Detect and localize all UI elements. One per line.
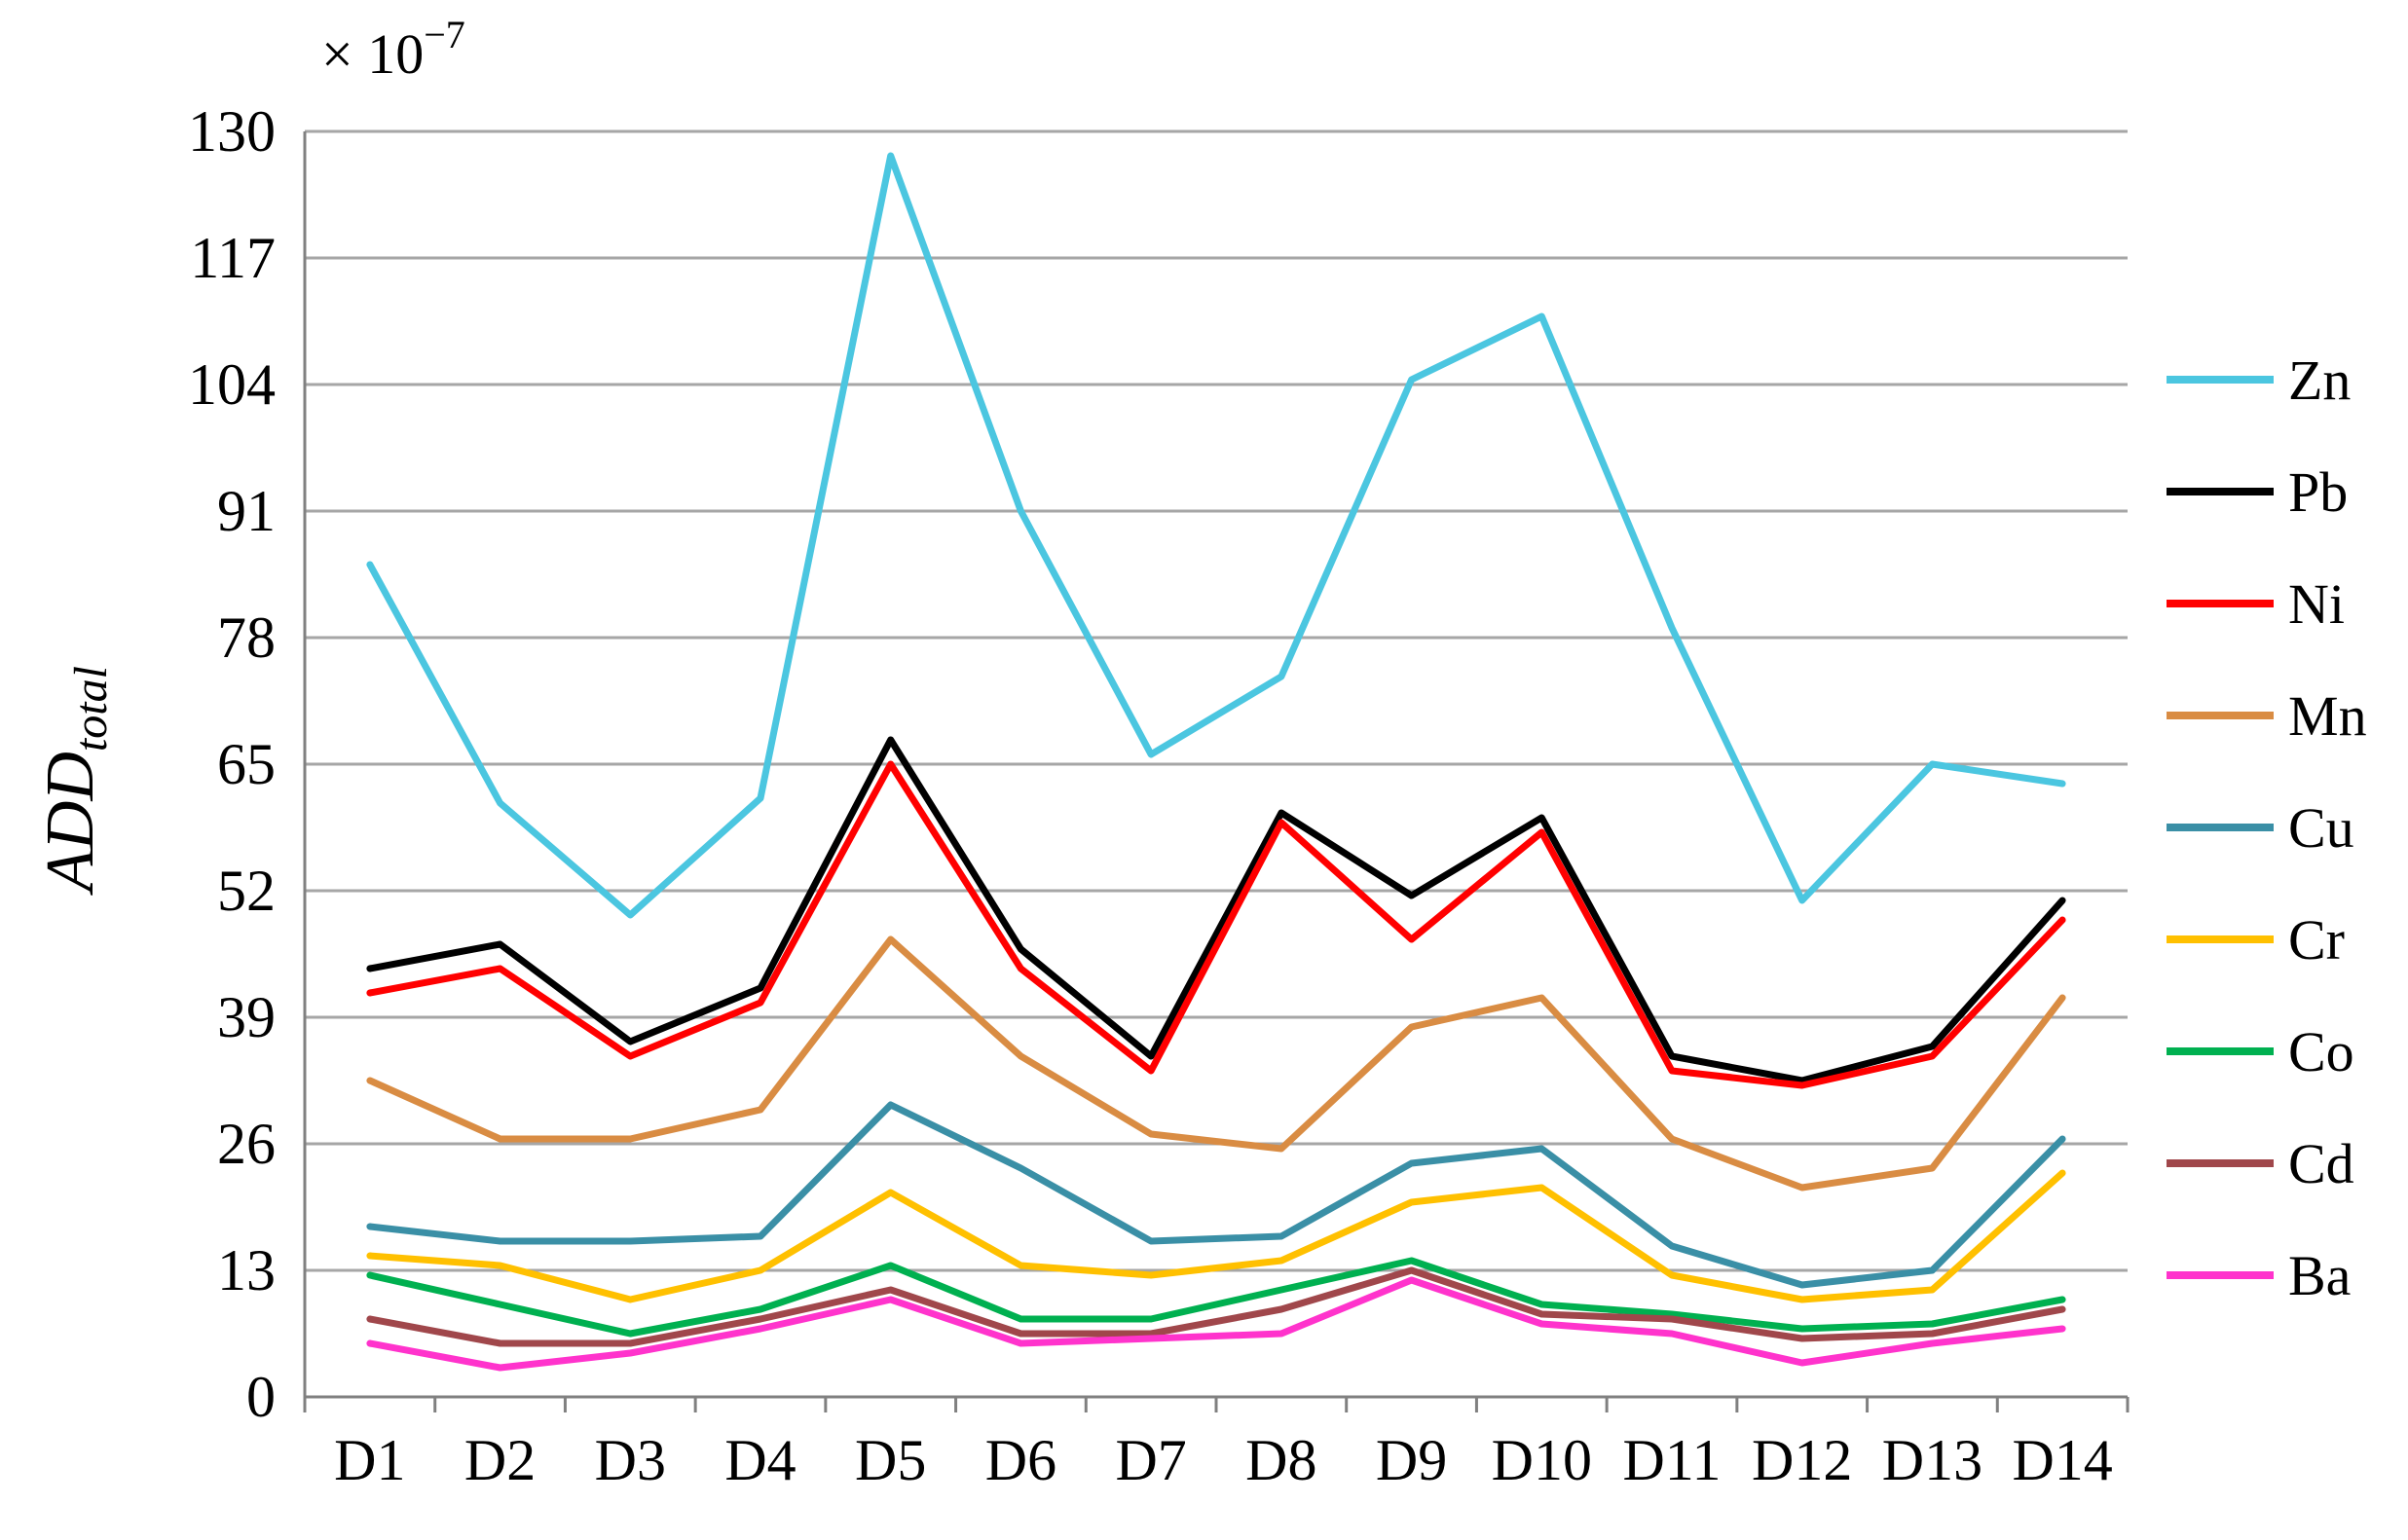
y-axis-label-main: ADD (33, 752, 108, 896)
series-line-ni (366, 760, 2066, 1089)
series-line-pb (366, 736, 2066, 1084)
gridlines (305, 129, 2128, 1272)
y-tick-label: 65 (217, 732, 276, 796)
x-tick-label: D9 (1376, 1428, 1447, 1492)
y-tick-label: 13 (217, 1238, 276, 1302)
x-tick-label: D10 (1492, 1428, 1592, 1492)
x-tick-label: D1 (334, 1428, 405, 1492)
y-tick-label: 117 (190, 226, 276, 290)
series-line-ba (366, 1276, 2066, 1372)
y-tick-label: 130 (188, 99, 276, 164)
y-axis-tick-labels: 0 13 26 39 52 65 78 91 104 117 130 (188, 99, 276, 1429)
series-line-co (366, 1257, 2066, 1338)
x-tick-label: D8 (1245, 1428, 1316, 1492)
legend: Zn Pb Ni Mn Cu Cr Co Cd Ba (2167, 348, 2367, 1307)
legend-label-mn: Mn (2288, 684, 2367, 748)
x-tick-label: D6 (985, 1428, 1056, 1492)
x-tick-label: D7 (1115, 1428, 1186, 1492)
x-tick-label: D12 (1752, 1428, 1852, 1492)
y-multiplier-label: × 10−7 (321, 13, 465, 86)
series-line-cr (366, 1169, 2066, 1303)
y-tick-label: 104 (188, 352, 276, 417)
y-tick-label: 39 (217, 985, 276, 1049)
x-axis-tick-labels: D1 D2 D3 D4 D5 D6 D7 D8 D9 D10 D11 D12 D13 D14 (334, 1428, 2113, 1492)
y-tick-label: 91 (217, 479, 276, 543)
x-tick-label: D2 (464, 1428, 536, 1492)
series-line-mn (366, 935, 2066, 1192)
legend-label-cu: Cu (2288, 796, 2354, 860)
legend-label-cr: Cr (2288, 908, 2345, 972)
series-line-cd (366, 1266, 2066, 1347)
legend-label-cd: Cd (2288, 1132, 2354, 1195)
series-line-zn (366, 152, 2066, 919)
series-line-cu (366, 1101, 2066, 1289)
y-tick-label: 52 (217, 859, 276, 923)
legend-label-ba: Ba (2288, 1244, 2351, 1307)
y-tick-label: 78 (217, 605, 276, 670)
y-axis-label: ADDtotal (33, 666, 117, 896)
x-tick-label: D11 (1622, 1428, 1721, 1492)
legend-label-zn: Zn (2288, 348, 2351, 412)
y-multiplier-base: × 10 (321, 22, 424, 86)
y-axis-label-sub: total (65, 666, 117, 752)
x-tick-label: D4 (724, 1428, 796, 1492)
x-tick-label: D14 (2012, 1428, 2112, 1492)
legend-label-ni: Ni (2288, 572, 2345, 636)
legend-label-pb: Pb (2288, 460, 2348, 524)
axes (303, 131, 2130, 1412)
x-tick-label: D13 (1882, 1428, 1982, 1492)
x-tick-label: D3 (595, 1428, 666, 1492)
legend-label-co: Co (2288, 1020, 2354, 1083)
y-tick-label: 0 (246, 1365, 276, 1429)
x-tick-label: D5 (855, 1428, 926, 1492)
y-multiplier-exponent: −7 (424, 13, 465, 56)
series-lines (366, 152, 2066, 1372)
y-tick-label: 26 (217, 1112, 276, 1176)
